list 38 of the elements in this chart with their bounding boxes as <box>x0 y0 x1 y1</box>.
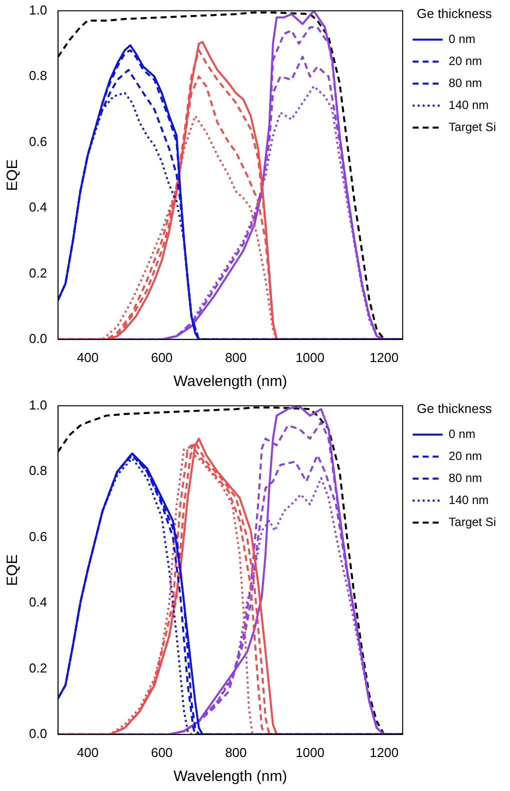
y-tick-label: 0.0 <box>28 726 48 741</box>
y-tick-label: 0.2 <box>28 660 48 676</box>
legend-label: 80 nm <box>448 76 482 90</box>
legend-label: 20 nm <box>448 54 482 68</box>
y-tick-label: 0.8 <box>28 463 48 478</box>
y-tick-label: 0.4 <box>28 200 48 215</box>
legend-label: 0 nm <box>448 32 476 46</box>
legend-label: 140 nm <box>448 98 489 112</box>
x-tick-label: 400 <box>76 744 99 760</box>
y-tick-label: 0.4 <box>28 594 48 610</box>
legend-label: 80 nm <box>448 470 482 485</box>
y-tick-label: 0.2 <box>28 265 48 280</box>
legend-label: Target Si <box>448 120 496 134</box>
legend-title: Ge thickness <box>416 6 492 22</box>
y-tick-label: 0.6 <box>28 528 48 544</box>
x-tick-label: 1200 <box>370 350 399 365</box>
legend-title: Ge thickness <box>416 401 492 416</box>
y-tick-label: 1.0 <box>28 2 48 18</box>
y-tick-label: 1.0 <box>28 397 48 412</box>
x-tick-label: 800 <box>225 350 247 365</box>
x-axis-title: Wavelength (nm) <box>174 373 288 390</box>
y-axis-title: EQE <box>4 159 22 191</box>
x-tick-label: 1200 <box>370 744 399 760</box>
x-tick-label: 600 <box>150 350 173 365</box>
x-tick-label: 800 <box>225 744 247 760</box>
legend-label: Target Si <box>448 514 496 529</box>
legend-label: 20 nm <box>448 448 482 463</box>
y-tick-label: 0.0 <box>28 330 48 346</box>
x-tick-label: 600 <box>150 744 173 760</box>
x-axis-title: Wavelength (nm) <box>174 768 288 786</box>
x-tick-label: 1000 <box>296 350 324 365</box>
x-tick-label: 400 <box>76 350 99 365</box>
y-axis-title: EQE <box>4 554 22 586</box>
legend-label: 0 nm <box>448 426 476 441</box>
x-tick-label: 1000 <box>296 744 324 760</box>
legend-label: 140 nm <box>448 492 489 507</box>
y-tick-label: 0.8 <box>28 68 48 84</box>
y-tick-label: 0.6 <box>28 134 48 149</box>
